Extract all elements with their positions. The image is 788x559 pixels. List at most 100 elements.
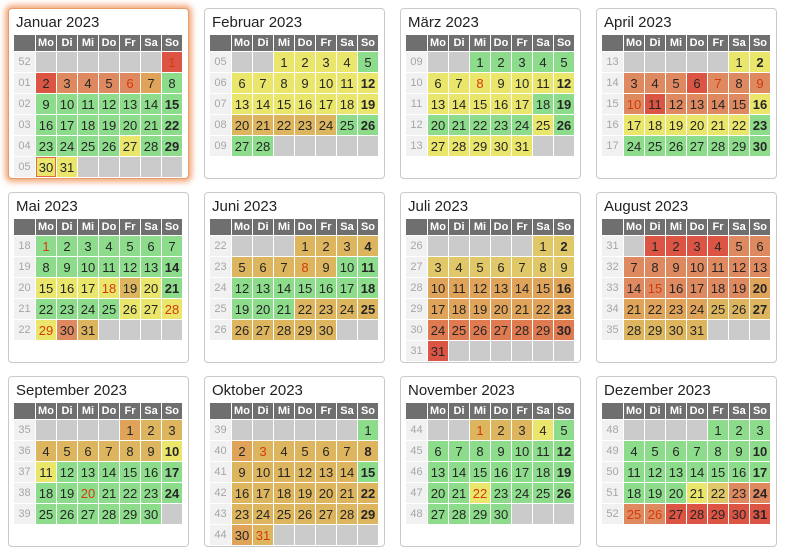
day-cell[interactable]: 22 — [274, 115, 294, 135]
day-cell[interactable]: 27 — [141, 299, 161, 319]
day-cell[interactable]: 28 — [449, 504, 469, 524]
day-cell[interactable]: 2 — [554, 236, 574, 256]
day-cell[interactable]: 23 — [491, 115, 511, 135]
day-cell[interactable]: 15 — [358, 462, 378, 482]
day-cell[interactable]: 11 — [645, 94, 665, 114]
day-cell[interactable]: 10 — [78, 257, 98, 277]
day-cell[interactable]: 2 — [141, 420, 161, 440]
day-cell[interactable]: 4 — [358, 236, 378, 256]
day-cell[interactable]: 15 — [533, 278, 553, 298]
day-cell[interactable]: 7 — [449, 73, 469, 93]
day-cell[interactable]: 27 — [750, 299, 770, 319]
day-cell[interactable]: 31 — [512, 136, 532, 156]
day-cell[interactable]: 18 — [708, 278, 728, 298]
day-cell[interactable]: 30 — [729, 504, 749, 524]
day-cell[interactable]: 28 — [708, 136, 728, 156]
day-cell[interactable]: 3 — [428, 257, 448, 277]
day-cell[interactable]: 8 — [36, 257, 56, 277]
day-cell[interactable]: 18 — [645, 115, 665, 135]
day-cell[interactable]: 20 — [491, 299, 511, 319]
day-cell[interactable]: 4 — [99, 236, 119, 256]
day-cell[interactable]: 26 — [470, 320, 490, 340]
day-cell[interactable]: 19 — [99, 115, 119, 135]
day-cell[interactable]: 16 — [554, 278, 574, 298]
day-cell[interactable]: 4 — [533, 52, 553, 72]
day-cell[interactable]: 5 — [470, 257, 490, 277]
day-cell[interactable]: 28 — [274, 320, 294, 340]
day-cell[interactable]: 14 — [99, 462, 119, 482]
day-cell[interactable]: 3 — [78, 236, 98, 256]
day-cell[interactable]: 18 — [449, 299, 469, 319]
day-cell[interactable]: 27 — [232, 136, 252, 156]
day-cell[interactable]: 28 — [512, 320, 532, 340]
day-cell[interactable]: 24 — [428, 320, 448, 340]
day-cell[interactable]: 2 — [36, 73, 56, 93]
day-cell[interactable]: 31 — [57, 157, 77, 177]
day-cell[interactable]: 12 — [358, 73, 378, 93]
day-cell[interactable]: 29 — [358, 504, 378, 524]
day-cell[interactable]: 18 — [36, 483, 56, 503]
day-cell[interactable]: 11 — [78, 94, 98, 114]
day-cell[interactable]: 3 — [512, 420, 532, 440]
day-cell[interactable]: 24 — [316, 115, 336, 135]
day-cell[interactable]: 12 — [470, 278, 490, 298]
day-cell[interactable]: 23 — [491, 483, 511, 503]
day-cell[interactable]: 28 — [162, 299, 182, 319]
day-cell[interactable]: 29 — [470, 136, 490, 156]
day-cell[interactable]: 14 — [162, 257, 182, 277]
month-panel-dezember-2023[interactable]: Dezember 2023 Mo Di Mi Do Fr Sa So 48 1 2 3 49 4 5 6 7 8 9… — [596, 376, 777, 547]
day-cell[interactable]: 30 — [57, 320, 77, 340]
day-cell[interactable]: 5 — [99, 73, 119, 93]
day-cell[interactable]: 17 — [78, 278, 98, 298]
day-cell[interactable]: 10 — [512, 73, 532, 93]
day-cell[interactable]: 19 — [57, 483, 77, 503]
day-cell[interactable]: 6 — [428, 73, 448, 93]
day-cell[interactable]: 20 — [141, 278, 161, 298]
day-cell[interactable]: 2 — [491, 420, 511, 440]
day-cell[interactable]: 20 — [750, 278, 770, 298]
day-cell[interactable]: 4 — [337, 52, 357, 72]
day-cell[interactable]: 17 — [512, 462, 532, 482]
day-cell[interactable]: 5 — [232, 257, 252, 277]
day-cell-today[interactable]: 30 — [36, 157, 56, 177]
day-cell[interactable]: 6 — [491, 257, 511, 277]
day-cell[interactable]: 9 — [666, 257, 686, 277]
day-cell[interactable]: 20 — [120, 115, 140, 135]
day-cell[interactable]: 31 — [253, 525, 273, 545]
day-cell[interactable]: 20 — [666, 483, 686, 503]
day-cell[interactable]: 18 — [337, 94, 357, 114]
day-cell[interactable]: 5 — [729, 236, 749, 256]
day-cell[interactable]: 22 — [295, 299, 315, 319]
day-cell[interactable]: 11 — [533, 73, 553, 93]
day-cell[interactable]: 7 — [624, 257, 644, 277]
day-cell[interactable]: 21 — [449, 115, 469, 135]
day-cell[interactable]: 6 — [78, 441, 98, 461]
day-cell[interactable]: 14 — [624, 278, 644, 298]
day-cell[interactable]: 25 — [645, 136, 665, 156]
day-cell[interactable]: 12 — [120, 257, 140, 277]
month-panel-februar-2023[interactable]: Februar 2023 Mo Di Mi Do Fr Sa So 05 1 2 3 4 5 06 6 7 8 9 1… — [204, 8, 385, 179]
day-cell[interactable]: 17 — [337, 278, 357, 298]
day-cell[interactable]: 9 — [491, 441, 511, 461]
day-cell[interactable]: 16 — [232, 483, 252, 503]
day-cell[interactable]: 24 — [78, 299, 98, 319]
day-cell[interactable]: 7 — [162, 236, 182, 256]
day-cell[interactable]: 15 — [645, 278, 665, 298]
day-cell[interactable]: 14 — [449, 94, 469, 114]
day-cell[interactable]: 9 — [316, 257, 336, 277]
day-cell[interactable]: 25 — [36, 504, 56, 524]
day-cell[interactable]: 10 — [337, 257, 357, 277]
day-cell[interactable]: 1 — [358, 420, 378, 440]
day-cell[interactable]: 13 — [78, 462, 98, 482]
day-cell[interactable]: 30 — [491, 504, 511, 524]
day-cell[interactable]: 29 — [470, 504, 490, 524]
day-cell[interactable]: 31 — [78, 320, 98, 340]
day-cell[interactable]: 8 — [533, 257, 553, 277]
day-cell[interactable]: 20 — [316, 483, 336, 503]
day-cell[interactable]: 1 — [533, 236, 553, 256]
day-cell[interactable]: 4 — [274, 441, 294, 461]
day-cell[interactable]: 5 — [645, 441, 665, 461]
day-cell[interactable]: 2 — [57, 236, 77, 256]
day-cell[interactable]: 23 — [57, 299, 77, 319]
day-cell[interactable]: 11 — [533, 441, 553, 461]
